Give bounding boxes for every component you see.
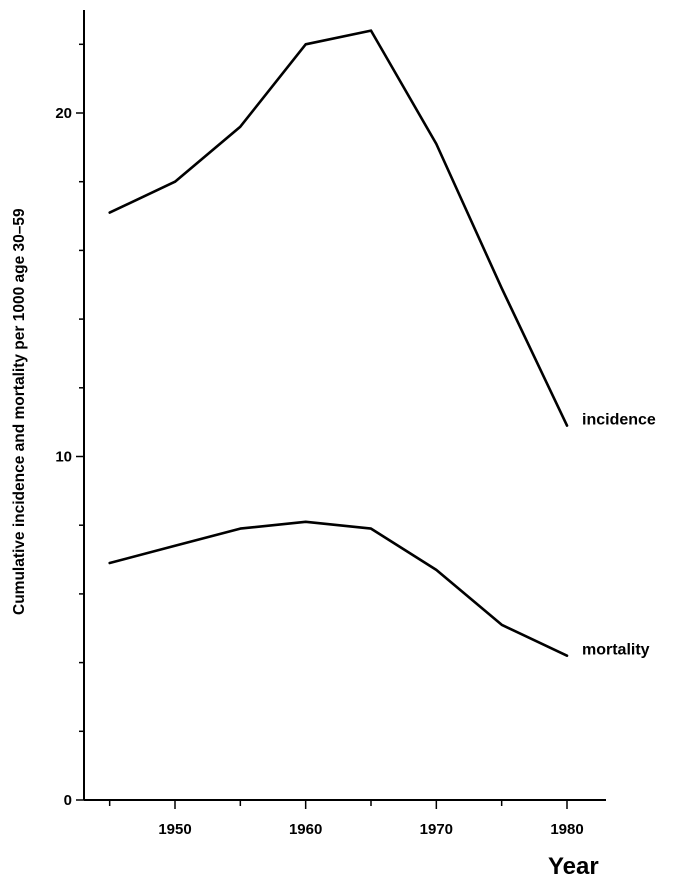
series-line-mortality <box>108 520 569 658</box>
series-line-incidence <box>108 29 569 427</box>
y-axis-label: Cumulative incidence and mortality per 1… <box>11 208 28 615</box>
x-tick-label: 1980 <box>550 821 583 838</box>
x-tick-label: 1950 <box>158 821 191 838</box>
x-tick-label: 1970 <box>420 821 453 838</box>
y-tick-label: 10 <box>55 449 72 466</box>
ticks: 0 10 20 1950 1960 1970 1980 <box>55 43 584 838</box>
labels: Year Cumulative incidence and mortality … <box>11 208 656 878</box>
x-tick-label: 1960 <box>289 821 322 838</box>
x-axis-label: Year <box>548 853 599 878</box>
series-label-mortality: mortality <box>582 642 650 659</box>
series-lines <box>108 29 569 658</box>
series-label-incidence: incidence <box>582 412 656 429</box>
axes <box>83 10 606 801</box>
y-tick-label: 0 <box>64 792 72 809</box>
y-tick-label: 20 <box>55 105 72 122</box>
